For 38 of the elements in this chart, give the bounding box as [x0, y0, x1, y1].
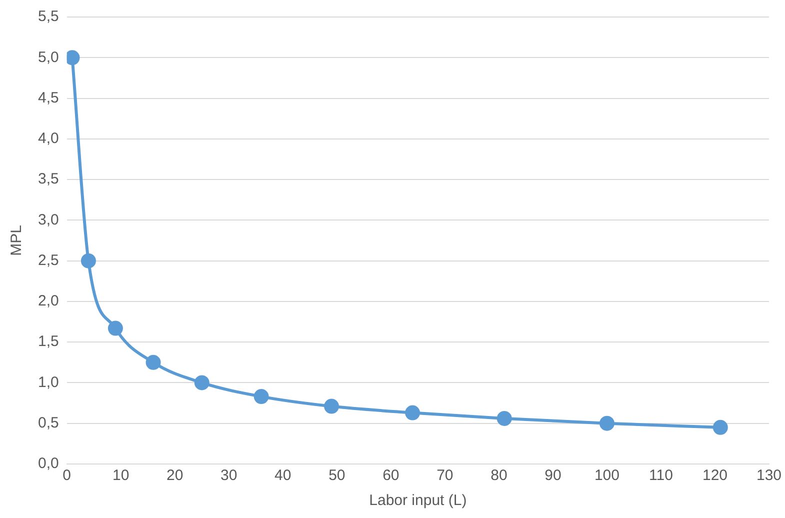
x-tick-label: 70	[436, 467, 454, 484]
x-tick-label: 60	[382, 467, 400, 484]
y-axis-title: MPL	[8, 225, 26, 256]
x-tick-label: 130	[756, 467, 782, 484]
point	[405, 405, 420, 420]
x-tick-label: 120	[702, 467, 728, 484]
point	[496, 410, 512, 426]
y-tick-label: 4,5	[38, 89, 59, 106]
point	[324, 398, 340, 414]
y-tick-label: 0,5	[38, 414, 59, 432]
y-tick-label: 2,5	[38, 252, 59, 269]
y-tick-label: 1,5	[38, 333, 59, 350]
x-tick-label: 50	[328, 467, 346, 484]
y-tick-label: 0,0	[38, 455, 59, 472]
y-tick-label: 5,5	[38, 8, 59, 26]
x-tick-label: 0	[62, 467, 72, 484]
y-tick-label: 3,0	[38, 211, 59, 228]
y-tick-label: 1,0	[38, 374, 59, 391]
x-axis-title: Labor input (L)	[369, 492, 467, 510]
point	[146, 354, 161, 370]
point	[80, 253, 96, 268]
x-tick-label: 100	[594, 467, 620, 484]
y-tick-label: 3,5	[38, 170, 59, 188]
point	[712, 420, 728, 435]
y-tick-label: 5,0	[38, 48, 59, 66]
point	[108, 320, 123, 336]
x-tick-label: 10	[112, 467, 130, 484]
point	[599, 416, 614, 431]
y-tick-label: 4,0	[38, 130, 59, 148]
x-tick-label: 90	[544, 467, 562, 484]
point	[254, 389, 269, 404]
y-tick-label: 2,0	[38, 292, 59, 310]
point	[194, 375, 210, 390]
x-tick-label: 30	[220, 467, 238, 484]
x-tick-label: 110	[649, 467, 673, 484]
x-tick-label: 80	[490, 467, 508, 484]
x-tick-label: 40	[274, 467, 292, 484]
x-tick-label: 20	[166, 467, 184, 484]
